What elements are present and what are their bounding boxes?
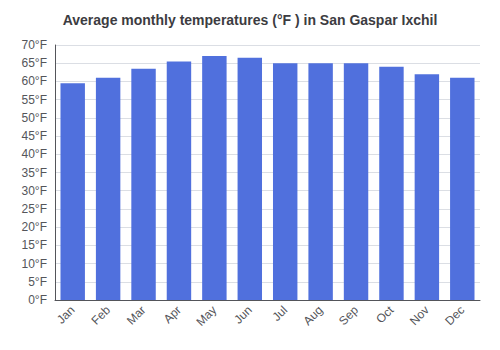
svg-text:Mar: Mar (124, 303, 149, 327)
svg-text:Apr: Apr (161, 303, 184, 326)
svg-text:45°F: 45°F (22, 129, 47, 143)
svg-text:35°F: 35°F (22, 166, 47, 180)
svg-text:65°F: 65°F (22, 56, 47, 70)
svg-text:Oct: Oct (373, 303, 397, 327)
svg-text:50°F: 50°F (22, 111, 47, 125)
svg-text:Jun: Jun (231, 303, 255, 327)
svg-text:Jul: Jul (269, 303, 290, 324)
svg-text:40°F: 40°F (22, 147, 47, 161)
svg-text:May: May (193, 303, 219, 329)
svg-text:15°F: 15°F (22, 238, 47, 252)
svg-text:30°F: 30°F (22, 184, 47, 198)
svg-text:10°F: 10°F (22, 257, 47, 271)
svg-text:Dec: Dec (442, 303, 467, 328)
svg-text:0°F: 0°F (28, 293, 47, 307)
svg-text:Feb: Feb (89, 303, 114, 328)
svg-text:55°F: 55°F (22, 93, 47, 107)
svg-text:20°F: 20°F (22, 220, 47, 234)
svg-text:Sep: Sep (336, 303, 361, 328)
svg-text:70°F: 70°F (22, 38, 47, 52)
svg-text:Jan: Jan (54, 303, 78, 327)
svg-text:Aug: Aug (301, 303, 326, 328)
svg-text:Nov: Nov (407, 303, 432, 328)
svg-text:5°F: 5°F (28, 275, 47, 289)
svg-text:25°F: 25°F (22, 202, 47, 216)
svg-text:60°F: 60°F (22, 74, 47, 88)
svg-text:Average monthly temperatures (: Average monthly temperatures (°F ) in Sa… (63, 12, 438, 28)
